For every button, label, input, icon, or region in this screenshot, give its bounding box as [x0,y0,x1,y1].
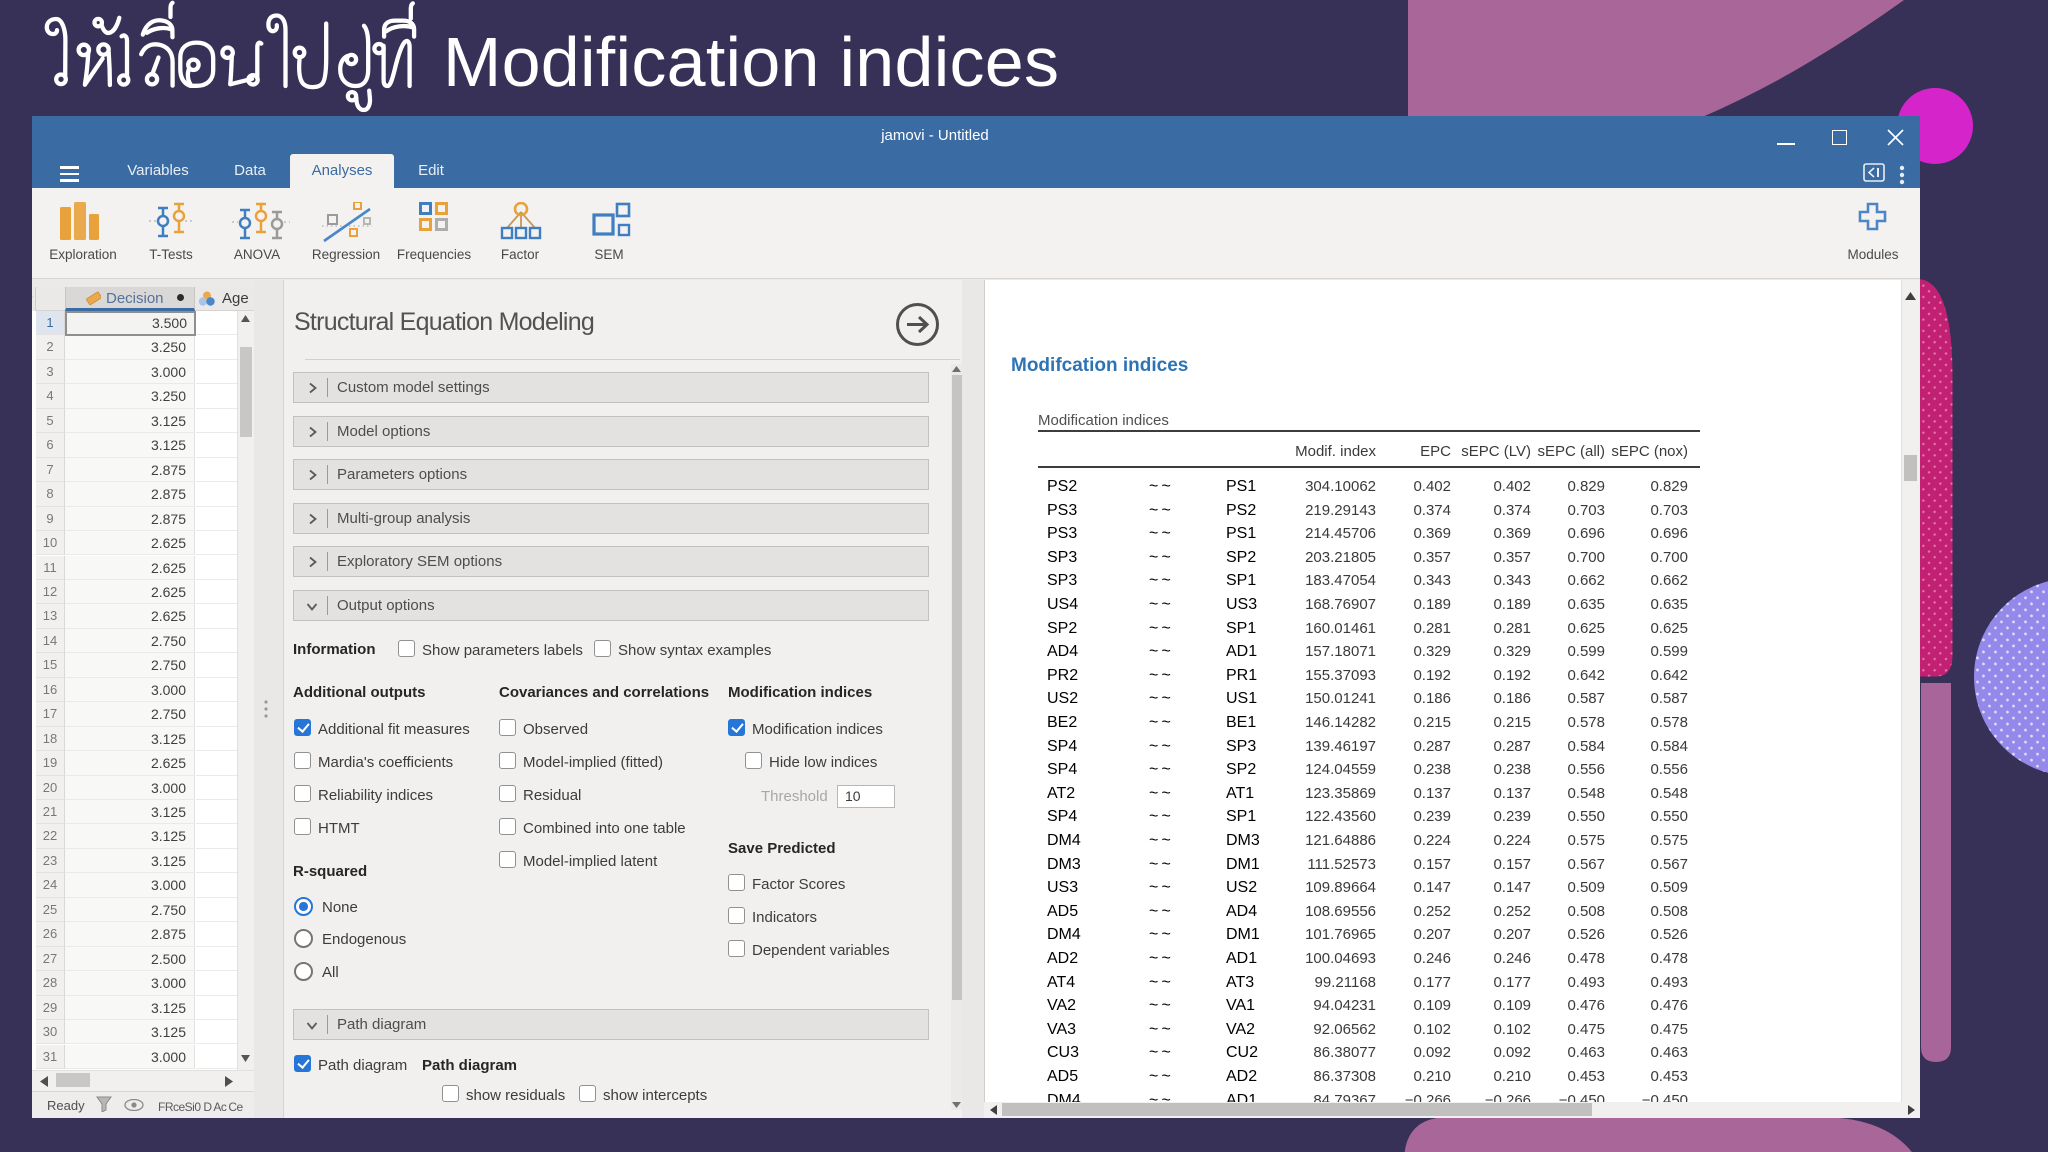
svg-text:Modification indices: Modification indices [443,23,1059,101]
